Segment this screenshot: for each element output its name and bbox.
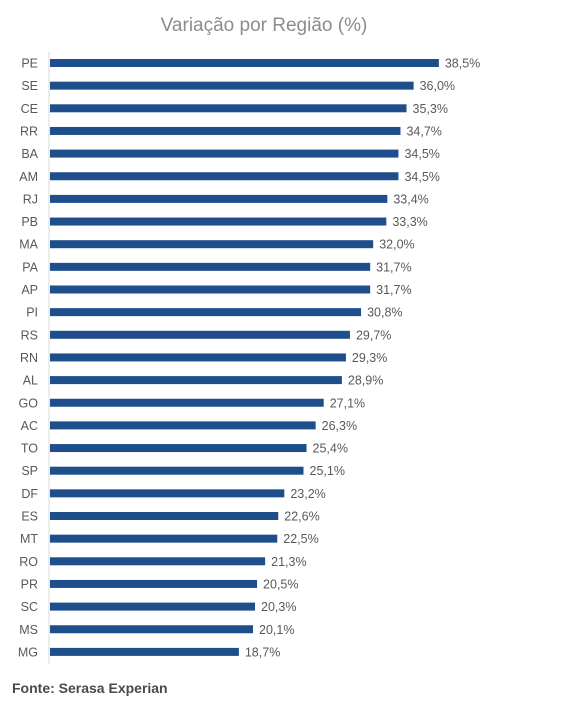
category-label-am: AM [19, 170, 38, 184]
bar-go [50, 398, 324, 407]
bar-ap [50, 285, 371, 294]
value-label-pb: 33,3% [392, 215, 427, 229]
category-label-ce: CE [21, 102, 38, 116]
value-label-ms: 20,1% [259, 623, 294, 637]
category-label-rs: RS [21, 328, 38, 342]
source-note: Fonte: Serasa Experian [12, 680, 168, 696]
value-label-mg: 18,7% [245, 645, 280, 659]
bar-ms [50, 625, 254, 634]
value-label-go: 27,1% [330, 396, 365, 410]
bar-pr [50, 579, 258, 588]
category-label-mg: MG [18, 645, 38, 659]
value-label-ba: 34,5% [404, 147, 439, 161]
category-label-pe: PE [21, 57, 38, 71]
value-label-am: 34,5% [404, 170, 439, 184]
category-label-go: GO [19, 396, 39, 410]
category-label-rr: RR [20, 124, 38, 138]
value-label-rj: 33,4% [393, 192, 428, 206]
bar-mg [50, 647, 239, 656]
category-label-to: TO [21, 442, 38, 456]
value-label-to: 25,4% [313, 442, 348, 456]
bar-am [50, 172, 399, 181]
value-label-al: 28,9% [348, 374, 383, 388]
value-label-df: 23,2% [290, 487, 325, 501]
chart-title: Variação por Região (%) [161, 15, 368, 36]
category-label-pr: PR [21, 577, 38, 591]
bar-ba [50, 149, 399, 158]
value-label-pi: 30,8% [367, 306, 402, 320]
value-label-es: 22,6% [284, 510, 319, 524]
value-label-rs: 29,7% [356, 328, 391, 342]
bar-ro [50, 557, 266, 566]
value-label-mt: 22,5% [283, 532, 318, 546]
category-label-ms: MS [19, 623, 38, 637]
category-label-mt: MT [20, 532, 38, 546]
bar-ac [50, 421, 316, 430]
category-label-sp: SP [21, 464, 38, 478]
value-label-ro: 21,3% [271, 555, 306, 569]
value-label-sc: 20,3% [261, 600, 296, 614]
bar-se [50, 81, 414, 90]
bar-pe [50, 59, 439, 67]
bar-sp [50, 466, 304, 475]
value-label-sp: 25,1% [310, 464, 345, 478]
value-label-pr: 20,5% [263, 577, 298, 591]
bar-rr [50, 126, 401, 135]
bar-ce [50, 104, 407, 113]
category-label-rj: RJ [23, 192, 38, 206]
category-label-rn: RN [20, 351, 38, 365]
bar-to [50, 444, 307, 453]
category-label-es: ES [21, 510, 38, 524]
category-label-ac: AC [21, 419, 38, 433]
category-label-pb: PB [21, 215, 38, 229]
category-label-ap: AP [21, 283, 38, 297]
value-label-rn: 29,3% [352, 351, 387, 365]
category-label-ba: BA [21, 147, 38, 161]
value-label-ac: 26,3% [322, 419, 357, 433]
category-label-se: SE [21, 79, 38, 93]
bar-rn [50, 353, 346, 362]
value-label-ap: 31,7% [376, 283, 411, 297]
category-label-ma: MA [19, 238, 38, 252]
bar-sc [50, 602, 256, 611]
value-label-rr: 34,7% [406, 124, 441, 138]
bar-rj [50, 194, 388, 203]
value-label-ma: 32,0% [379, 238, 414, 252]
value-label-pe: 38,5% [445, 57, 480, 71]
category-label-df: DF [21, 487, 38, 501]
category-label-ro: RO [19, 555, 38, 569]
bar-rs [50, 330, 350, 339]
category-label-al: AL [23, 374, 38, 388]
category-label-sc: SC [21, 600, 38, 614]
bar-pb [50, 217, 387, 226]
bar-al [50, 376, 342, 385]
category-label-pa: PA [22, 260, 38, 274]
bar-mt [50, 534, 278, 543]
category-label-pi: PI [26, 306, 38, 320]
bar-pi [50, 308, 362, 317]
bar-pa [50, 262, 371, 271]
bar-ma [50, 240, 374, 249]
value-label-ce: 35,3% [413, 102, 448, 116]
value-label-pa: 31,7% [376, 260, 411, 274]
bar-df [50, 489, 285, 498]
value-label-se: 36,0% [420, 79, 455, 93]
bar-es [50, 512, 279, 520]
